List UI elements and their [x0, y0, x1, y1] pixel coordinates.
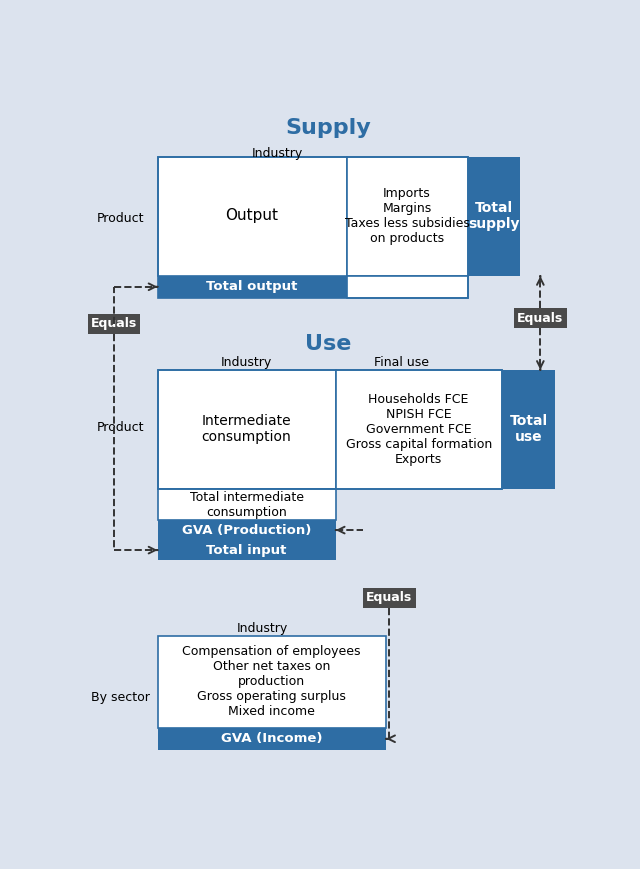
Text: Equals: Equals	[517, 312, 563, 325]
Text: Supply: Supply	[285, 118, 371, 138]
Text: Product: Product	[97, 212, 144, 225]
Bar	[157, 489, 336, 520]
Text: By sector: By sector	[91, 691, 150, 704]
Bar	[157, 156, 467, 297]
Bar	[336, 370, 502, 489]
Text: Total output: Total output	[206, 281, 298, 293]
Bar	[157, 728, 386, 750]
Text: GVA (Income): GVA (Income)	[221, 733, 322, 746]
Text: Intermediate
consumption: Intermediate consumption	[202, 415, 291, 444]
Bar	[157, 520, 336, 541]
Bar	[363, 587, 415, 607]
Text: Industry: Industry	[252, 147, 303, 160]
Bar	[157, 370, 336, 489]
Text: Equals: Equals	[91, 317, 137, 330]
Bar	[157, 276, 348, 297]
Bar	[348, 156, 467, 276]
Text: Total
supply: Total supply	[468, 201, 520, 231]
Text: Use: Use	[305, 334, 351, 354]
Text: Total input: Total input	[207, 544, 287, 557]
Text: Final use: Final use	[374, 356, 429, 369]
Text: Total
use: Total use	[509, 415, 548, 444]
Text: Equals: Equals	[366, 591, 412, 604]
Bar	[467, 156, 520, 276]
Text: Total intermediate
consumption: Total intermediate consumption	[189, 491, 303, 519]
Text: Product: Product	[97, 421, 144, 434]
Text: Compensation of employees
Other net taxes on
production
Gross operating surplus
: Compensation of employees Other net taxe…	[182, 646, 361, 719]
Bar	[88, 314, 140, 334]
Text: Households FCE
NPISH FCE
Government FCE
Gross capital formation
Exports: Households FCE NPISH FCE Government FCE …	[346, 393, 492, 466]
Bar	[157, 156, 348, 276]
Text: Industry: Industry	[221, 356, 272, 369]
Bar	[157, 370, 502, 489]
Bar	[514, 308, 566, 328]
Text: GVA (Production): GVA (Production)	[182, 524, 311, 536]
Text: Industry: Industry	[237, 622, 288, 635]
Text: Output: Output	[225, 209, 278, 223]
Bar	[157, 541, 336, 561]
Bar	[502, 370, 555, 489]
Bar	[348, 276, 467, 297]
Text: Imports
Margins
Taxes less subsidies
on products: Imports Margins Taxes less subsidies on …	[344, 187, 470, 245]
Bar	[157, 635, 386, 728]
